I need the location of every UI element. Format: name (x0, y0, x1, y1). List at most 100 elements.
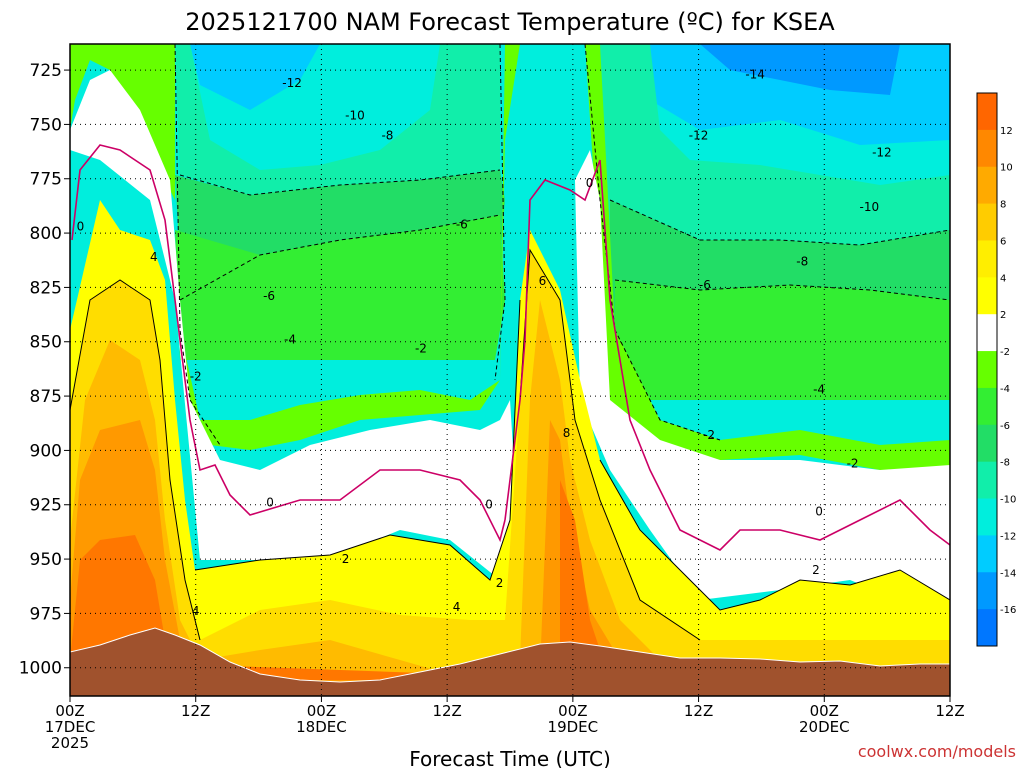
colorbar-swatch (977, 609, 997, 647)
contour-label: 4 (453, 600, 461, 614)
contour-label: -12 (689, 128, 709, 142)
colorbar-tick-label: -10 (1000, 495, 1016, 506)
y-tick-label: 725 (30, 61, 62, 81)
x-tick-label: 00Z (307, 702, 336, 720)
plot-area (70, 44, 950, 696)
x-axis-label: Forecast Time (UTC) (409, 747, 611, 768)
contour-label: -2 (190, 370, 202, 384)
x-gridlines (195, 44, 825, 696)
contour-label: 8 (563, 426, 571, 440)
x-tick-label: 17DEC (45, 718, 96, 736)
colorbar-swatch (977, 314, 997, 352)
contour-label: -8 (796, 254, 808, 268)
contour-label: -2 (703, 428, 715, 442)
contour-label: -2 (415, 341, 427, 355)
colorbar-swatch (977, 387, 997, 426)
zero-isotherm (71, 144, 950, 551)
contour-line (70, 279, 201, 641)
contour-label: -12 (872, 146, 892, 160)
colorbar-swatch (977, 351, 997, 389)
x-tick-label: 00Z (810, 702, 839, 720)
colorbar-tick-label: 2 (1000, 310, 1006, 321)
band-minus-6-right (615, 280, 950, 400)
x-tick-label: 12Z (935, 702, 964, 720)
colorbar-swatch (977, 129, 997, 168)
contour-label: 0 (815, 504, 823, 518)
colorbar-swatch (977, 277, 997, 315)
colorbar-tick-label: -8 (1000, 458, 1010, 469)
colorbar-tick-label: 12 (1000, 126, 1013, 137)
contour-line (494, 44, 506, 381)
y-axis: 725 750 775 800 825 850 875 900 925 950 975 1000 (19, 61, 70, 679)
colorbar-legend: 12 10 8 6 4 2 -2 -4 -6 -8 -10 -12 -14 -16 (976, 92, 1016, 647)
contour-label: 0 (485, 498, 493, 512)
contour-label: 4 (192, 604, 200, 618)
colorbar-tick-label: 4 (1000, 273, 1006, 284)
green-top-left (70, 44, 175, 200)
chart-title: 2025121700 NAM Forecast Temperature (ºC)… (185, 8, 835, 36)
y-tick-label: 900 (30, 441, 62, 461)
contour-line (194, 299, 521, 581)
x-tick-label: 12Z (432, 702, 461, 720)
contour-label: 0 (266, 496, 274, 510)
contour-line (174, 44, 221, 446)
colorbar-tick-label: -2 (1000, 347, 1010, 358)
y-tick-label: 950 (30, 550, 62, 570)
contour-line (609, 199, 950, 246)
colorbar-swatch (977, 93, 997, 131)
contour-line (614, 279, 950, 301)
contour-label: -6 (699, 278, 711, 292)
y-tick-label: 925 (30, 496, 62, 516)
contour-label: 0 (586, 176, 594, 190)
coldest-core-right (700, 44, 900, 95)
colorbar-tick-label: -4 (1000, 384, 1010, 395)
x-tick-label: 00Z (55, 702, 84, 720)
y-tick-label: 750 (30, 115, 62, 135)
zero-isotherm-right (504, 159, 950, 551)
y-tick-label: 875 (30, 387, 62, 407)
contour-line (179, 169, 501, 196)
colorbar-swatch (977, 572, 997, 610)
white-band-right (575, 150, 950, 600)
contour-label: -10 (345, 109, 365, 123)
contour-label: -4 (284, 333, 296, 347)
y-tick-label: 775 (30, 170, 62, 190)
contour-label: -8 (381, 128, 393, 142)
cold-core-left (190, 44, 320, 110)
terrain-ground (70, 627, 950, 696)
y-tick-label: 850 (30, 333, 62, 353)
contour-label: -6 (263, 289, 275, 303)
colorbar-tick-label: 6 (1000, 236, 1006, 247)
colorbar-swatch (977, 166, 997, 205)
contour-line (599, 459, 950, 611)
colorbar-swatch (977, 424, 997, 463)
y-tick-label: 1000 (19, 659, 62, 679)
contour-label: -4 (813, 383, 825, 397)
x-tick-label: 00Z (558, 702, 587, 720)
x-tick-label: 12Z (684, 702, 713, 720)
colorbar-swatch (977, 240, 997, 278)
colorbar-swatch (977, 535, 997, 573)
colorbar-tick-label: 10 (1000, 163, 1013, 174)
colorbar-tick-label: -16 (1000, 605, 1016, 616)
band-minus-2-green-left (70, 44, 520, 450)
contour-label: -10 (860, 200, 880, 214)
colorbar-tick-label: -6 (1000, 421, 1010, 432)
contour-label: 4 (150, 250, 158, 264)
colorbar-swatch (977, 203, 997, 241)
white-band-left (70, 70, 520, 580)
colorbar-swatch (977, 498, 997, 536)
x-tick-label: 19DEC (548, 718, 599, 736)
colorbar-tick-label: -14 (1000, 568, 1016, 579)
contour-label: 0 (77, 220, 85, 234)
contour-label: 2 (496, 576, 504, 590)
colorbar-tick-label: 8 (1000, 200, 1006, 211)
y-tick-label: 975 (30, 604, 62, 624)
plot-frame (69, 43, 951, 697)
x-tick-label: 12Z (181, 702, 210, 720)
contour-label: 6 (539, 274, 547, 288)
x-tick-label: 20DEC (799, 718, 850, 736)
contour-label: 2 (342, 552, 350, 566)
